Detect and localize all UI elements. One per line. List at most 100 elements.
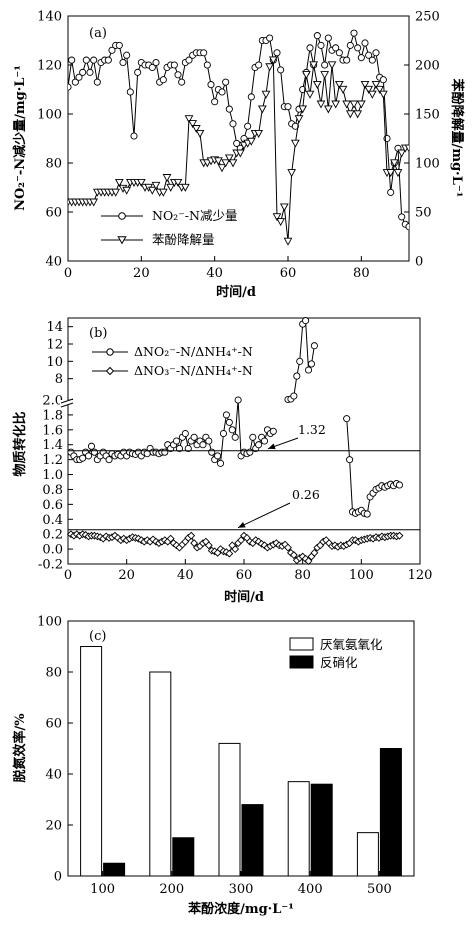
panel-a-legend-phenol: 苯酚降解量 — [152, 232, 215, 247]
phenol-data-point — [254, 129, 264, 138]
no3-ratio-point — [187, 531, 196, 540]
y-tick-label: 0.8 — [42, 483, 63, 498]
phenol-data-point — [320, 71, 330, 80]
no2-data-point — [343, 56, 351, 64]
no2-data-point — [104, 56, 112, 64]
y-tick-label: 0.2 — [42, 528, 63, 543]
panel-b-legend-no2: ΔNO₂⁻-N/ΔNH₄⁺-N — [134, 344, 253, 359]
no2-data-point — [148, 63, 156, 71]
no2-data-point — [291, 122, 299, 130]
bar-anammox — [80, 646, 103, 877]
phenol-data-point — [221, 159, 231, 168]
no2-data-point — [306, 44, 314, 52]
no2-ratio-point — [208, 448, 216, 456]
no2-ratio-point — [307, 360, 316, 368]
y-tick-label: 0.4 — [42, 513, 63, 528]
y-tick-label: 1.2 — [42, 453, 63, 468]
y-tick-label: 12 — [46, 338, 63, 353]
no2-ratio-point — [304, 366, 313, 374]
left-tick-label: 120 — [37, 59, 62, 74]
no2-ratio-point — [222, 411, 230, 419]
bar-anammox — [149, 671, 172, 877]
phenol-data-point — [334, 80, 344, 89]
no2-data-point — [255, 61, 263, 69]
x-tick-label: 80 — [353, 266, 370, 281]
x-tick-label: 100 — [349, 568, 374, 583]
panel-a-chart: 40 60 80 100 120 140 0 50 100 150 200 250 0 20 40 60 8… — [12, 10, 465, 301]
no2-ratio-point — [228, 426, 236, 434]
phenol-data-point — [173, 178, 183, 187]
phenol-data-point — [257, 105, 267, 114]
phenol-data-point — [114, 178, 124, 187]
phenol-data-point — [367, 90, 377, 99]
phenol-data-point — [195, 129, 205, 138]
y-tick-label: 80 — [45, 666, 62, 681]
no2-data-point — [71, 78, 79, 86]
phenol-data-point — [375, 85, 385, 94]
phenol-data-point — [338, 85, 348, 94]
no3-ratio-point — [304, 557, 313, 565]
no3-ratio-point — [237, 536, 246, 545]
phenol-data-point — [331, 100, 341, 109]
no3-ratio-point — [113, 533, 122, 542]
no2-data-point — [130, 132, 138, 140]
no2-data-point — [222, 78, 230, 86]
x-tick-label: 0 — [64, 266, 72, 281]
phenol-data-point — [224, 154, 234, 163]
no2-ratio-point — [190, 433, 198, 441]
legend-diamond-marker — [105, 366, 115, 376]
x-tick-label: 300 — [229, 882, 254, 897]
no2-data-point — [313, 32, 321, 40]
no3-ratio-point — [260, 541, 269, 550]
panel-a-legend-no2: NO₂⁻-N减少量 — [152, 208, 237, 223]
no2-data-point — [93, 78, 101, 86]
panel-a-legend: NO₂⁻-N减少量 苯酚降解量 — [101, 208, 237, 247]
phenol-data-point — [298, 105, 308, 114]
no2-ratio-point — [296, 357, 304, 365]
no3-ratio-point — [225, 549, 234, 558]
y-tick-label: -0.2 — [38, 558, 63, 573]
no2-data-point — [68, 83, 72, 91]
panel-b-legend: ΔNO₂⁻-N/ΔNH₄⁺-N ΔNO₃⁻-N/ΔNH₄⁺-N — [92, 344, 253, 378]
panel-a-frame — [67, 15, 410, 262]
phenol-data-point — [294, 115, 304, 124]
phenol-data-point — [188, 120, 198, 129]
no2-data-point — [159, 76, 167, 84]
no2-ratio-point — [293, 372, 301, 380]
no2-ratio-point — [79, 454, 87, 462]
no2-ratio-point — [205, 437, 213, 445]
panel-a-series — [68, 29, 409, 246]
no2-data-point — [108, 46, 116, 54]
phenol-data-point — [151, 181, 161, 190]
no2-data-point — [75, 73, 83, 81]
phenol-data-point — [378, 90, 388, 99]
annotation-arrowhead — [268, 443, 276, 450]
panel-a-xlabel: 时间/d — [216, 284, 256, 300]
no2-ratio-point — [363, 510, 371, 518]
no2-ratio-point — [184, 444, 192, 453]
phenol-data-point — [301, 71, 311, 80]
no2-data-point — [82, 56, 90, 64]
panel-b-label: (b) — [89, 326, 107, 341]
no2-ratio-point — [249, 433, 257, 441]
phenol-data-point — [316, 100, 326, 109]
no2-data-point — [273, 49, 281, 57]
bar-denitrification — [172, 837, 195, 877]
phenol-data-point — [180, 183, 190, 192]
no2-data-point — [79, 68, 87, 76]
no2-data-point — [185, 56, 193, 64]
reference-line-label: 0.26 — [292, 487, 320, 502]
bar-denitrification — [241, 804, 264, 877]
y-tick-label: 1.6 — [42, 423, 63, 438]
no2-ratio-point — [302, 317, 310, 325]
x-tick-label: 60 — [236, 568, 253, 583]
no2-data-point — [387, 188, 395, 196]
phenol-data-point — [397, 149, 407, 158]
no2-data-point — [68, 56, 76, 64]
no3-ratio-point — [310, 548, 319, 557]
phenol-data-point — [279, 203, 289, 212]
y-tick-label: 2.0 — [42, 394, 63, 409]
x-tick-label: 120 — [408, 568, 433, 583]
phenol-data-point — [349, 100, 359, 109]
panel-c-bars — [80, 646, 402, 877]
